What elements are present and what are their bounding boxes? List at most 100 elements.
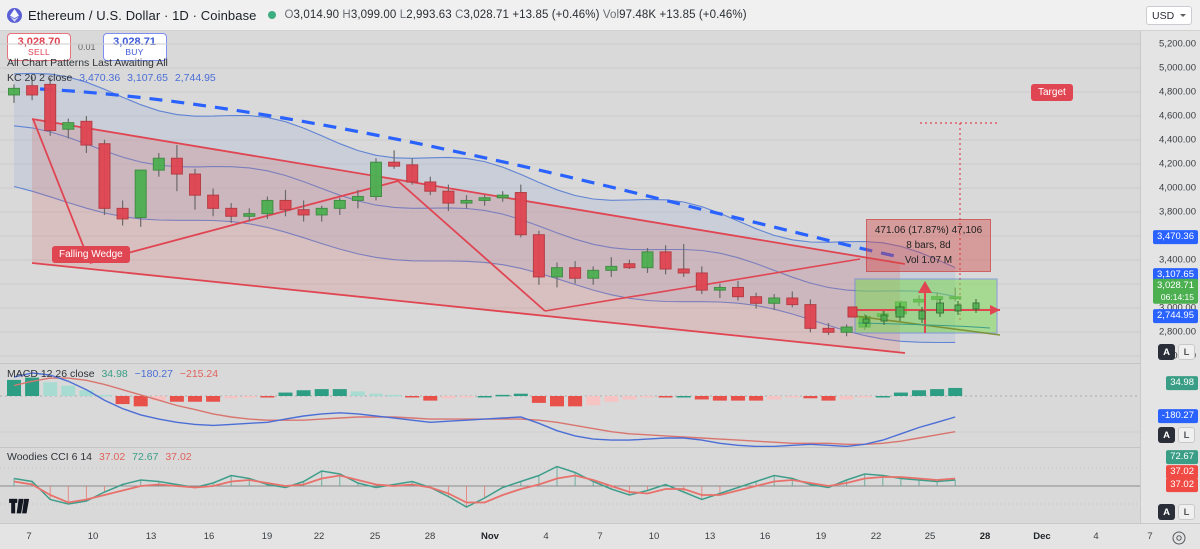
symbol-title[interactable]: Ethereum / U.S. Dollar · 1D · Coinbase: [28, 7, 257, 23]
macd-value-tag[interactable]: -180.27: [1157, 409, 1198, 423]
time-tick-label: 10: [87, 531, 99, 542]
legend-chart-patterns[interactable]: All Chart Patterns Last Awaiting All: [7, 57, 168, 69]
buy-price: 3,028.71: [113, 35, 156, 48]
log-scale-button[interactable]: L: [1178, 504, 1195, 520]
price-tag[interactable]: 2,744.95: [1153, 309, 1198, 323]
sell-label: SELL: [28, 47, 50, 58]
low-value: 2,993.63: [406, 9, 452, 21]
spread-value: 0.01: [78, 42, 96, 52]
price-pane[interactable]: [0, 31, 1140, 360]
price-tag[interactable]: 3,470.36: [1153, 230, 1198, 244]
macd-pane[interactable]: [0, 363, 1140, 447]
time-tick-label: 25: [369, 531, 381, 542]
time-tick-label: 28: [979, 531, 991, 542]
buy-label: BUY: [125, 47, 144, 58]
time-tick-label: 19: [261, 531, 273, 542]
sell-price: 3,028.70: [17, 35, 61, 48]
time-tick-label: 7: [26, 531, 32, 542]
close-label: C: [455, 9, 464, 21]
measure-line-3: Vol 1.07 M: [904, 255, 953, 266]
close-value: 3,028.71: [463, 9, 510, 21]
legend-kc-value-2: 3,107.65: [127, 72, 168, 84]
countdown-label: 06:14:15: [1160, 291, 1194, 302]
legend-cci-value-2: 72.67: [132, 451, 159, 463]
legend-kc-name: KC 20 2 close: [7, 72, 73, 84]
legend-macd[interactable]: MACD 12 26 close 34.98 −180.27 −215.24: [7, 368, 218, 380]
cci-value-tag[interactable]: 37.02: [1166, 465, 1198, 479]
time-tick-label: 7: [597, 531, 603, 542]
time-tick-label: 22: [870, 531, 882, 542]
legend-kc-value-3: 2,744.95: [174, 72, 216, 84]
ethereum-icon: [7, 7, 22, 23]
price-tick-label: 3,000.00: [1159, 302, 1196, 314]
price-tick-label: 5,200.00: [1159, 38, 1196, 50]
auto-scale-button[interactable]: A: [1158, 504, 1175, 520]
falling-wedge-label[interactable]: Falling Wedge: [52, 246, 130, 263]
time-scale[interactable]: 7 10 13 16 19 22 25 28 Nov 4 7 10 13 16 19 22 25 28 Dec 4 7: [0, 523, 1200, 549]
high-label: H: [342, 9, 351, 21]
macd-chart-canvas: [0, 372, 1140, 447]
bid-ask-panel: 3,028.70 SELL 0.01 3,028.71 BUY: [7, 33, 167, 61]
legend-macd-value-1: 34.98: [101, 368, 128, 380]
cci-value-tag[interactable]: 37.02: [1166, 478, 1198, 492]
price-tick-label: 3,400.00: [1159, 254, 1196, 266]
time-tick-label: Nov: [481, 531, 499, 542]
time-tick-label: 22: [313, 531, 325, 542]
time-tick-label: 19: [815, 531, 827, 542]
price-tick-label: 4,800.00: [1159, 86, 1196, 98]
high-value: 3,099.00: [350, 9, 397, 21]
chevron-down-icon: [1180, 14, 1186, 17]
time-tick-label: 10: [648, 531, 660, 542]
live-dot-icon: [267, 11, 276, 19]
macd-value-tag[interactable]: 34.98: [1166, 376, 1198, 390]
time-tick-label: 4: [1093, 531, 1099, 542]
price-tick-label: 2,600.00: [1159, 351, 1196, 362]
volume-label: Vol: [602, 9, 620, 21]
currency-select[interactable]: USD: [1146, 6, 1192, 25]
price-tick-label: 3,800.00: [1159, 206, 1196, 218]
price-tag[interactable]: 3,028.71 06:14:15: [1153, 278, 1198, 304]
time-tick-label: 25: [924, 531, 936, 542]
clock-icon[interactable]: [1172, 531, 1186, 545]
time-tick-label: 4: [543, 531, 549, 542]
measure-line-1: 471.06 (17.87%) 47,106: [874, 225, 983, 236]
legend-cci-value-1: 37.02: [98, 451, 126, 463]
price-tick-label: 5,000.00: [1159, 62, 1196, 74]
tradingview-logo-icon[interactable]: [9, 497, 31, 517]
legend-woodies-cci[interactable]: Woodies CCI 6 14 37.02 72.67 37.02: [7, 451, 192, 463]
cci-value-tag[interactable]: 72.67: [1166, 450, 1198, 464]
legend-macd-value-2: −180.27: [134, 368, 173, 380]
price-scale[interactable]: 5,200.00 5,000.00 4,800.00 4,600.00 4,400.00…: [1140, 31, 1200, 523]
time-tick-label: 13: [145, 531, 157, 542]
cci-pane[interactable]: [0, 447, 1140, 523]
time-tick-label: 28: [424, 531, 436, 542]
measure-tooltip[interactable]: 471.06 (17.87%) 47,106 8 bars, 8d Vol 1.…: [866, 219, 991, 272]
legend-cci-name: Woodies CCI 6 14: [7, 451, 93, 463]
time-tick-label: 7: [1147, 531, 1153, 542]
sell-button[interactable]: 3,028.70 SELL: [7, 33, 71, 61]
log-scale-button[interactable]: L: [1178, 344, 1195, 360]
open-label: O: [284, 9, 294, 21]
time-tick-label: 16: [759, 531, 771, 542]
time-tick-label: Dec: [1033, 531, 1051, 542]
auto-scale-button[interactable]: A: [1158, 344, 1175, 360]
price-chart-canvas: [0, 43, 1140, 357]
legend-cci-value-3: 37.02: [165, 451, 192, 463]
auto-scale-button[interactable]: A: [1158, 427, 1175, 443]
chart-header: Ethereum / U.S. Dollar · 1D · Coinbase O…: [0, 0, 1200, 31]
log-scale-button[interactable]: L: [1178, 427, 1195, 443]
time-tick-label: 16: [203, 531, 215, 542]
legend-keltner-channel[interactable]: KC 20 2 close 3,470.36 3,107.65 2,744.95: [7, 72, 216, 84]
target-label[interactable]: Target: [1031, 84, 1073, 101]
price-tick-label: 4,200.00: [1159, 158, 1196, 170]
price-tick-label: 2,800.00: [1159, 326, 1196, 338]
price-tag[interactable]: 3,107.65: [1153, 268, 1198, 282]
price-change: +13.85 (+0.46%): [512, 9, 600, 21]
cci-chart-canvas: [0, 465, 1140, 508]
buy-button[interactable]: 3,028.71 BUY: [102, 33, 167, 61]
volume-change: +13.85 (+0.46%): [659, 9, 747, 21]
